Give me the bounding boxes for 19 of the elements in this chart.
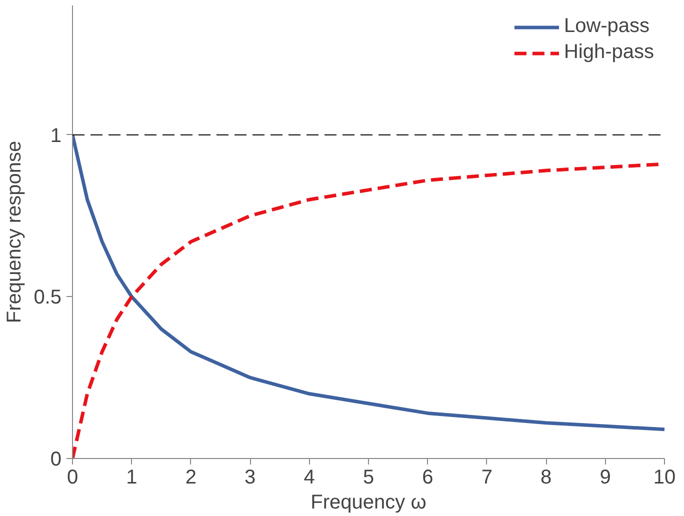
y-tick-label: 0 [50, 448, 62, 470]
x-tick-label: 7 [481, 466, 492, 488]
y-tick-label: 0.5 [34, 286, 62, 309]
x-axis-title: Frequency ω [310, 492, 426, 514]
legend-label: Low-pass [564, 15, 650, 38]
legend-label: High-pass [564, 41, 654, 64]
x-tick-label: 3 [244, 466, 256, 488]
x-tick-label: 6 [422, 466, 434, 488]
y-axis-title: Frequency response [4, 140, 26, 324]
x-tick-label: 10 [653, 466, 676, 488]
x-tick-label: 8 [540, 466, 552, 488]
x-tick-label: 4 [304, 466, 315, 488]
x-tick-label: 9 [600, 466, 611, 488]
x-tick-label: 5 [362, 466, 374, 488]
x-tick-label: 0 [66, 466, 78, 488]
x-tick-label: 1 [126, 466, 138, 488]
x-tick-label: 2 [185, 466, 196, 488]
y-tick-label: 1 [50, 124, 62, 147]
line-series [72, 133, 664, 432]
